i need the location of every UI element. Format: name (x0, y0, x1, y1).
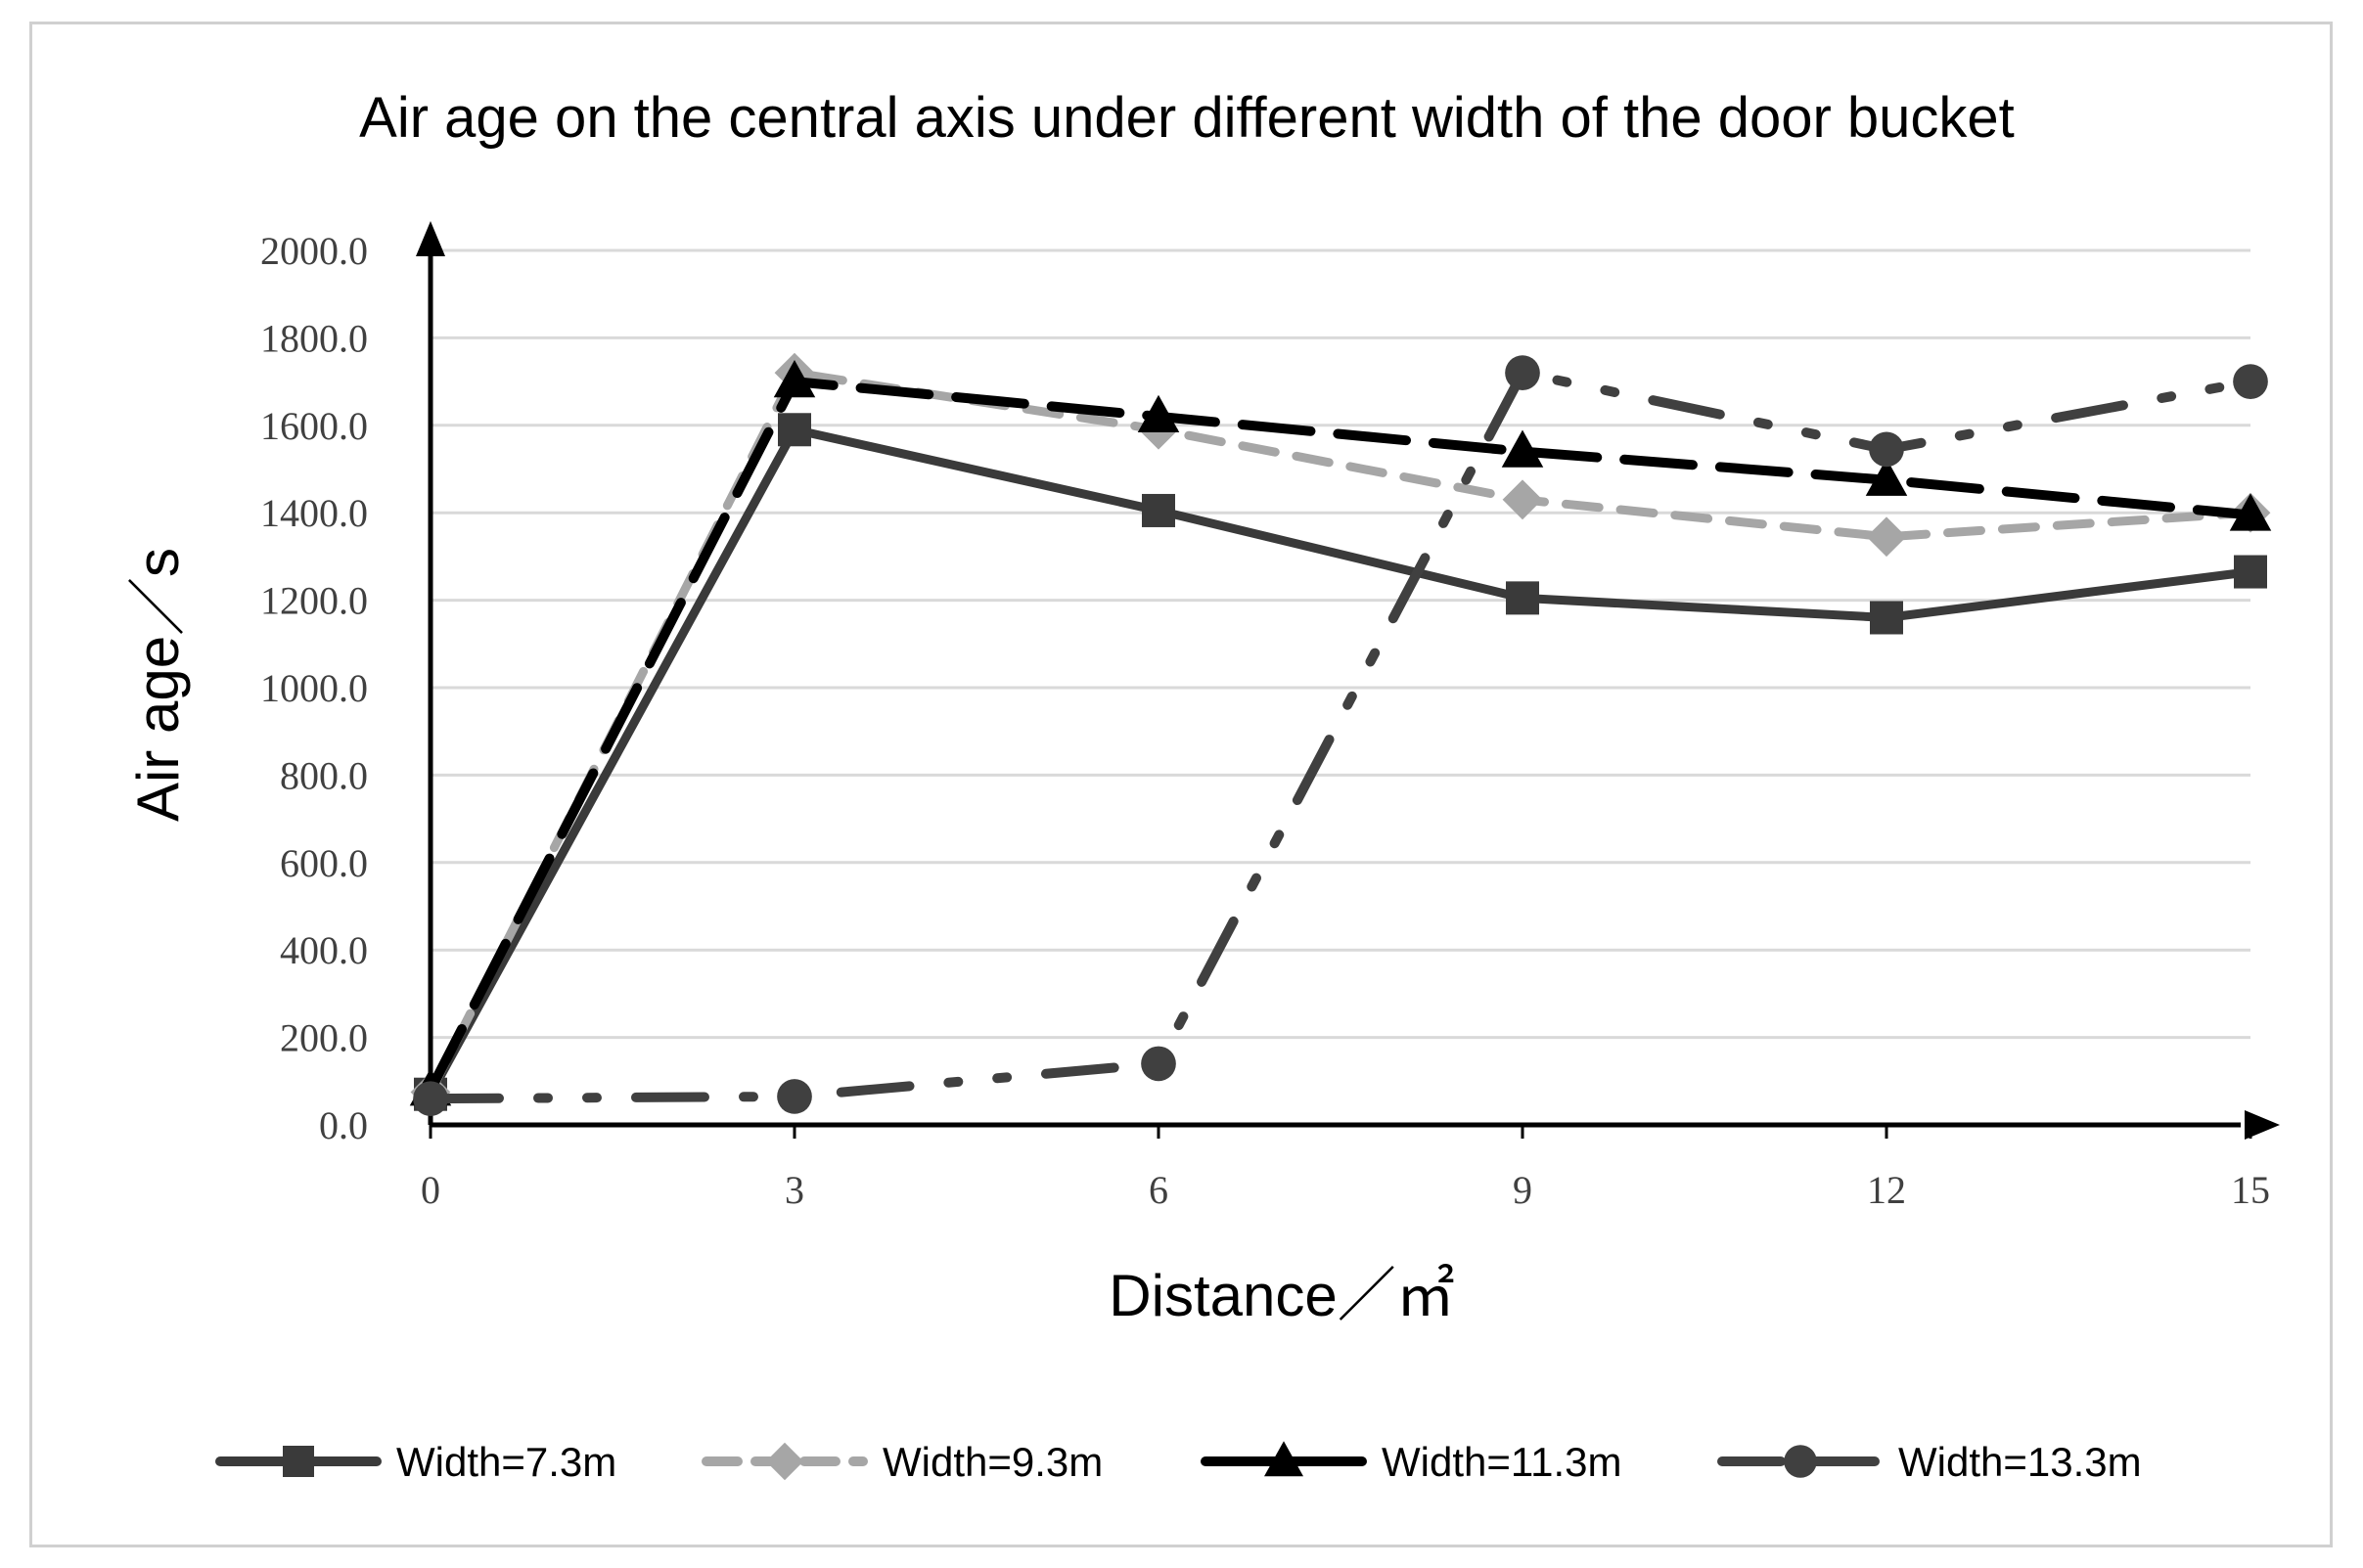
legend-marker-3 (1264, 1441, 1303, 1477)
y-tick-label: 2000.0 (260, 229, 368, 273)
data-point (2234, 555, 2267, 589)
legend: Width=7.3m Width=9.3m Width=11.3m Width=13.… (215, 1439, 2142, 1485)
data-point (2229, 493, 2272, 531)
legend-marker-4 (1784, 1445, 1817, 1478)
series-line (426, 368, 2255, 1097)
y-axis-title: Air age／s (125, 548, 191, 822)
gridlines (431, 248, 2250, 1040)
y-tick-label: 800.0 (280, 753, 368, 797)
x-tick-label: 9 (1513, 1168, 1532, 1212)
data-point (1137, 394, 1180, 433)
data-point (2233, 364, 2268, 399)
chart-title: Air age on the central axis under differ… (359, 86, 2015, 150)
legend-label-1: Width=7.3m (396, 1439, 616, 1485)
data-point (1502, 479, 1543, 520)
x-tick-label: 15 (2231, 1168, 2270, 1212)
x-tick-labels: 0 3 6 9 12 15 (421, 1125, 2270, 1212)
series-4 (413, 355, 2268, 1117)
x-axis-title: Distance／㎡ (1109, 1263, 1454, 1328)
legend-label-3: Width=11.3m (1382, 1439, 1622, 1485)
y-tick-label: 1200.0 (260, 579, 368, 623)
x-tick-label: 3 (785, 1168, 804, 1212)
series-line (426, 368, 2255, 1104)
legend-label-4: Width=13.3m (1898, 1439, 2142, 1485)
y-tick-label: 1000.0 (260, 666, 368, 710)
series-3 (409, 360, 2272, 1106)
data-point (1869, 431, 1904, 468)
data-point (773, 360, 816, 398)
data-point (1141, 1046, 1176, 1082)
data-point (778, 413, 811, 447)
series-line (426, 377, 2255, 1096)
legend-label-2: Width=9.3m (883, 1439, 1103, 1485)
legend-marker-2 (765, 1442, 804, 1481)
axes (416, 221, 2280, 1140)
chart-frame (29, 22, 2333, 1547)
y-tick-label: 400.0 (280, 928, 368, 972)
y-tick-label: 1400.0 (260, 491, 368, 535)
legend-marker-1 (283, 1446, 314, 1477)
series-line (426, 425, 2255, 1099)
data-point (1501, 429, 1544, 468)
series-2 (410, 352, 2271, 1112)
data-point (1865, 458, 1908, 496)
y-tick-label: 1800.0 (260, 316, 368, 360)
data-point (1866, 516, 1907, 558)
data-point (1870, 601, 1903, 635)
data-point (1505, 355, 1540, 391)
x-tick-label: 0 (421, 1168, 440, 1212)
x-tick-label: 6 (1149, 1168, 1168, 1212)
x-tick-label: 12 (1867, 1168, 1906, 1212)
x-axis-arrow (2245, 1110, 2280, 1140)
y-tick-label: 600.0 (280, 841, 368, 885)
data-point (1142, 493, 1175, 527)
data-point (777, 1079, 812, 1114)
y-tick-label: 0.0 (319, 1103, 368, 1147)
data-point (413, 1081, 448, 1117)
y-tick-label: 200.0 (280, 1016, 368, 1060)
y-tick-label: 1600.0 (260, 404, 368, 448)
series-1 (414, 413, 2267, 1111)
series-layer (409, 352, 2272, 1117)
data-point (1506, 581, 1539, 615)
y-axis-arrow (416, 221, 445, 256)
y-tick-labels: 0.0 200.0 400.0 600.0 800.0 1000.0 1200.0 1400.… (260, 229, 368, 1147)
